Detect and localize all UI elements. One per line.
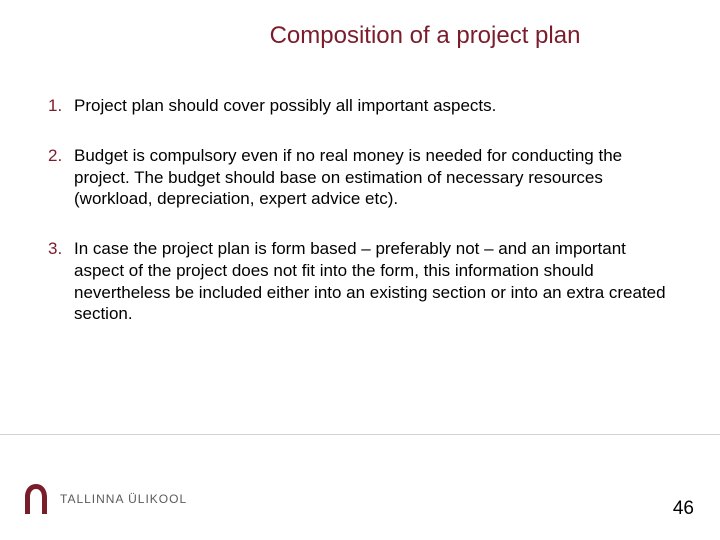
- arch-icon: [22, 482, 50, 516]
- slide-title: Composition of a project plan: [0, 22, 720, 50]
- logo-text: TALLINNA ÜLIKOOL: [60, 492, 187, 506]
- list-item: 1. Project plan should cover possibly al…: [48, 95, 668, 117]
- page-number: 46: [673, 498, 694, 520]
- item-marker: 2.: [48, 145, 74, 167]
- list-item: 3. In case the project plan is form base…: [48, 238, 668, 325]
- items-list: 1. Project plan should cover possibly al…: [48, 95, 668, 353]
- list-item: 2. Budget is compulsory even if no real …: [48, 145, 668, 210]
- item-text: Budget is compulsory even if no real mon…: [74, 145, 668, 210]
- slide: Composition of a project plan 1. Project…: [0, 0, 720, 540]
- item-text: In case the project plan is form based –…: [74, 238, 668, 325]
- divider-line: [0, 434, 720, 435]
- item-marker: 1.: [48, 95, 74, 117]
- logo: TALLINNA ÜLIKOOL: [22, 482, 187, 516]
- item-marker: 3.: [48, 238, 74, 260]
- item-text: Project plan should cover possibly all i…: [74, 95, 668, 117]
